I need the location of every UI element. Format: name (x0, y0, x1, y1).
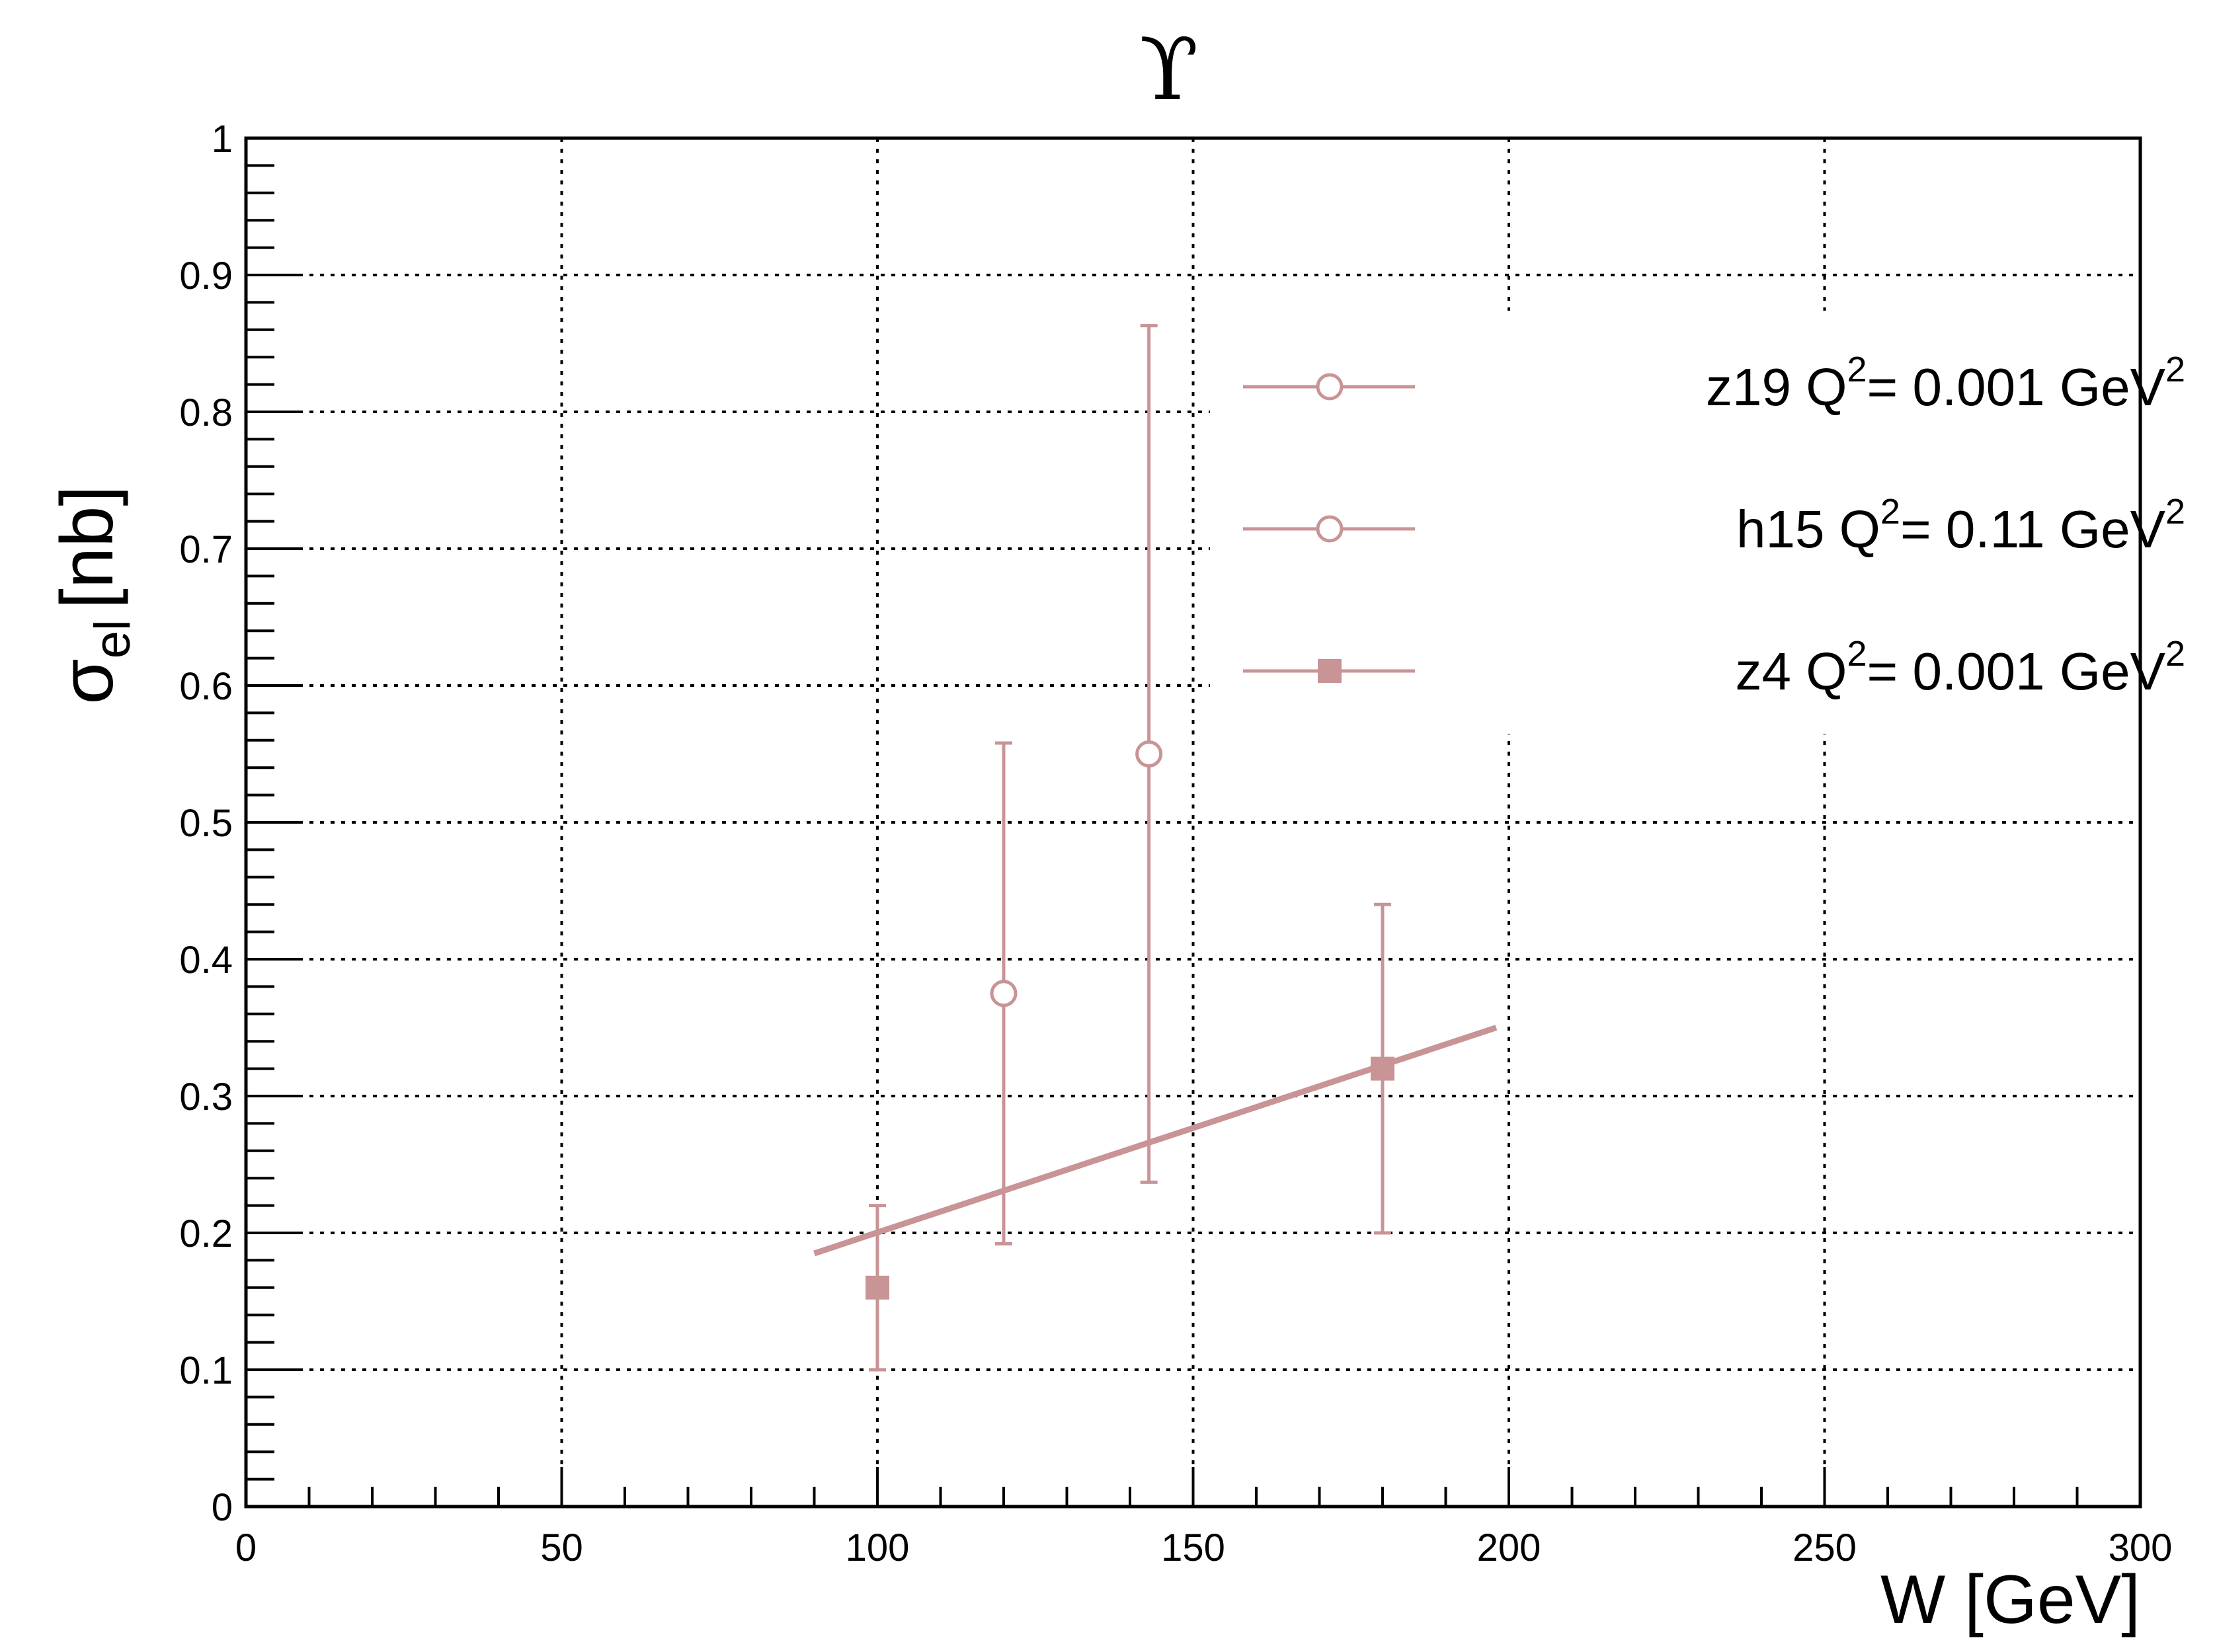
data-point-circle (990, 980, 1018, 1007)
legend-superscript: 2 (1847, 634, 1867, 674)
data-point-square (866, 1275, 889, 1300)
legend-superscript: 2 (2165, 634, 2185, 674)
legend-marker-circle (1316, 515, 1344, 543)
legend-value: = 0.001 GeV (1867, 358, 2166, 416)
legend-superscript: 2 (2165, 492, 2185, 531)
data-point-square (1371, 1056, 1394, 1081)
y-tick-label: 0.7 (179, 528, 233, 571)
axis-ticks (245, 137, 2142, 1508)
y-axis-unit: [nb] (46, 485, 128, 609)
legend-marker-circle (1316, 373, 1344, 401)
x-tick-label: 250 (1792, 1526, 1857, 1569)
legend-superscript: 2 (2165, 350, 2185, 389)
y-axis-label: σel [nb] (46, 485, 141, 704)
x-tick-label: 100 (846, 1526, 910, 1569)
legend-value: = 0.11 GeV (1900, 500, 2166, 559)
y-tick-label: 0.6 (179, 665, 233, 708)
y-axis-symbol: σ (46, 658, 128, 704)
legend-prefix: h15 Q (1736, 500, 1880, 559)
legend-entry-label: z19 Q2= 0.001 GeV2 (1706, 350, 2185, 416)
data-points (866, 324, 1394, 1372)
x-tick-labels: 0 50 100 150 200 250 300 (235, 1526, 2173, 1569)
legend-superscript: 2 (1880, 492, 1900, 531)
y-tick-label: 0.5 (179, 802, 233, 845)
legend-prefix: z19 Q (1706, 358, 1847, 416)
y-tick-label: 0.2 (179, 1212, 233, 1255)
legend-value: = 0.001 GeV (1867, 642, 2166, 701)
legend-box (1210, 311, 2136, 734)
legend-marker-square (1318, 659, 1342, 683)
x-tick-label: 50 (540, 1526, 583, 1569)
legend-superscript: 2 (1847, 350, 1867, 389)
legend-entry-label: h15 Q2= 0.11 GeV2 (1736, 492, 2185, 559)
legend-prefix: z4 Q (1736, 642, 1847, 701)
y-tick-label: 0.4 (179, 939, 233, 982)
x-axis-label: W [GeV] (1880, 1561, 2140, 1638)
y-tick-label: 0.1 (179, 1349, 233, 1392)
legend-entry-label: z4 Q2= 0.001 GeV2 (1736, 634, 2186, 701)
data-point-circle (1135, 740, 1163, 767)
y-tick-labels: 0 0.1 0.2 0.3 0.4 0.5 0.6 0.7 0.8 0.9 1 (179, 118, 233, 1529)
x-tick-label: 150 (1161, 1526, 1225, 1569)
y-tick-label: 1 (212, 118, 233, 161)
y-axis-subscript: el (85, 619, 141, 658)
x-tick-label: 300 (2109, 1526, 2173, 1569)
y-tick-label: 0.3 (179, 1076, 233, 1119)
y-tick-label: 0.8 (179, 391, 233, 434)
x-tick-label: 0 (235, 1526, 257, 1569)
chart-title: ϒ (1139, 19, 1198, 120)
y-tick-label: 0.9 (179, 255, 233, 297)
x-tick-label: 200 (1477, 1526, 1541, 1569)
y-tick-label: 0 (212, 1486, 233, 1529)
